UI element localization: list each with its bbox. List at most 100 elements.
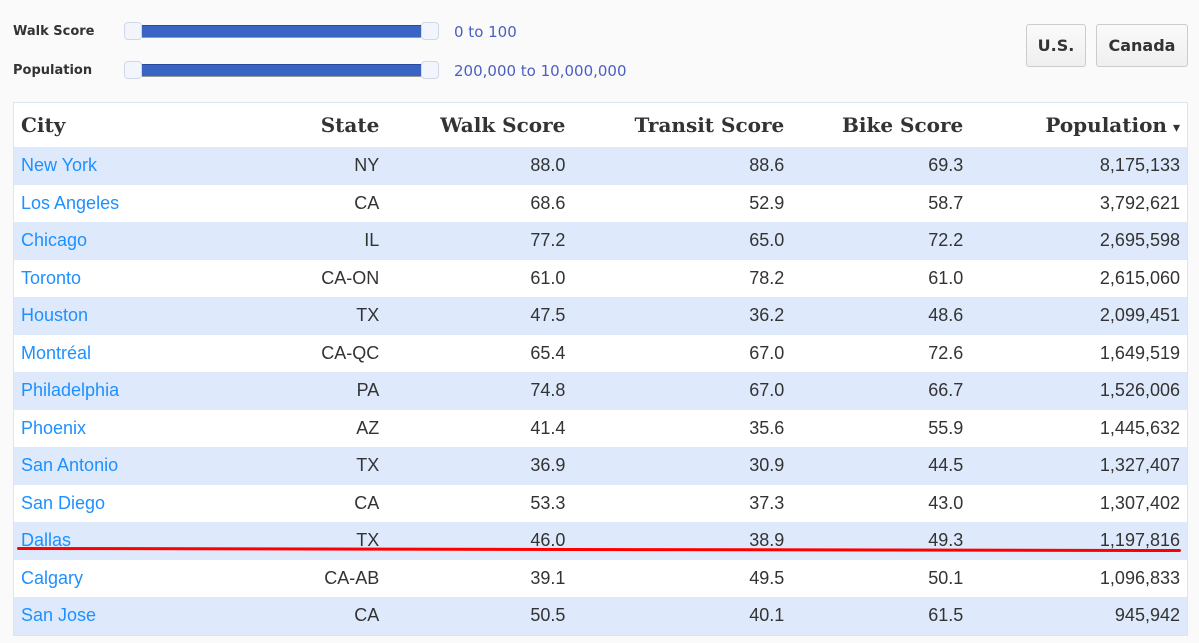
- city-link[interactable]: Philadelphia: [21, 380, 120, 401]
- cell-bike-score: 44.5: [791, 447, 971, 485]
- cell-bike-score: 72.2: [791, 222, 971, 260]
- cell-transit-score: 52.9: [749, 192, 785, 213]
- column-header-transit-score[interactable]: Transit Score: [572, 103, 791, 148]
- walk-score-range-slider[interactable]: [124, 22, 439, 40]
- table-row: Philadelphia PA 74.8 67.0 66.7 1,526,006: [13, 372, 1188, 410]
- cell-transit-score: 88.6: [572, 147, 792, 185]
- cell-city: Montréal: [14, 335, 260, 373]
- cell-transit-score: 30.9: [572, 447, 792, 485]
- column-header-label: State: [320, 113, 380, 137]
- city-link[interactable]: Los Angeles: [21, 192, 120, 213]
- cell-city: San Diego: [14, 485, 260, 523]
- column-header-label: Population: [1045, 113, 1167, 137]
- city-link[interactable]: San Jose: [21, 605, 97, 626]
- cell-transit-score: 65.0: [572, 222, 792, 260]
- city-link[interactable]: Toronto: [21, 267, 82, 288]
- city-link[interactable]: Montréal: [21, 342, 92, 363]
- cell-bike-score: 49.3: [791, 522, 971, 560]
- cell-city: Dallas: [13, 522, 260, 560]
- cell-population: 1,526,006: [970, 372, 1188, 410]
- cell-bike-score: 55.9: [928, 417, 964, 438]
- cell-walk-score: 36.9: [386, 447, 573, 485]
- city-table: City State Walk Score Transit Score Bike Sco…: [13, 102, 1188, 636]
- city-link[interactable]: Calgary: [21, 567, 84, 588]
- slider-min-handle[interactable]: [124, 61, 142, 79]
- cell-transit-score: 40.1: [572, 597, 792, 635]
- cell-transit-score: 67.0: [572, 372, 792, 410]
- cell-city: San Jose: [13, 597, 260, 635]
- cell-city: San Antonio: [13, 447, 260, 485]
- cell-population: 2,615,060: [1099, 267, 1180, 288]
- cell-transit-score: 78.2: [749, 267, 785, 288]
- table-row: Phoenix AZ 41.4 35.6 55.9 1,445,632: [14, 410, 1188, 448]
- city-link[interactable]: Dallas: [21, 530, 72, 551]
- cell-state: PA: [259, 372, 387, 410]
- cell-bike-score: 58.7: [928, 192, 964, 213]
- column-header-label: Walk Score: [440, 113, 566, 137]
- cell-population: 2,695,598: [970, 222, 1188, 260]
- cell-state: IL: [259, 222, 387, 260]
- column-header-state[interactable]: State: [260, 103, 387, 148]
- slider-min-handle[interactable]: [124, 22, 142, 40]
- cell-bike-score: 61.0: [928, 267, 964, 288]
- cell-transit-score: 37.3: [749, 492, 785, 513]
- column-header-label: Bike Score: [842, 113, 964, 137]
- cell-state: NY: [259, 147, 387, 185]
- slider-max-handle[interactable]: [421, 22, 439, 40]
- cell-population: 1,327,407: [970, 447, 1188, 485]
- cell-state: CA-ON: [321, 267, 380, 288]
- cell-walk-score: 77.2: [386, 222, 573, 260]
- column-header-population[interactable]: Population ▾: [970, 103, 1187, 148]
- cell-transit-score: 36.2: [572, 297, 792, 335]
- cell-city: Chicago: [13, 222, 260, 260]
- city-link[interactable]: Phoenix: [21, 417, 87, 438]
- cell-population: 1,445,632: [1099, 417, 1180, 438]
- city-link[interactable]: Houston: [21, 305, 89, 326]
- column-header-city[interactable]: City: [14, 103, 260, 148]
- column-header-label: City: [21, 113, 66, 137]
- cell-state: CA: [354, 192, 380, 213]
- slider-max-handle[interactable]: [421, 61, 439, 79]
- column-header-bike-score[interactable]: Bike Score: [791, 103, 970, 148]
- cell-city: Houston: [13, 297, 260, 335]
- cell-transit-score: 67.0: [749, 342, 785, 363]
- cell-walk-score: 46.0: [386, 522, 573, 560]
- city-link[interactable]: Chicago: [21, 230, 88, 251]
- canada-button[interactable]: Canada: [1096, 24, 1188, 67]
- city-link[interactable]: New York: [21, 155, 98, 176]
- cell-bike-score: 61.5: [791, 597, 971, 635]
- cell-state: TX: [259, 522, 387, 560]
- cell-state: CA: [259, 597, 387, 635]
- cell-city: Los Angeles: [14, 185, 260, 223]
- population-range-slider[interactable]: [124, 61, 439, 79]
- city-link[interactable]: San Diego: [21, 492, 106, 513]
- table-row: Los Angeles CA 68.6 52.9 58.7 3,792,621: [14, 185, 1188, 223]
- cell-transit-score: 49.5: [749, 567, 785, 588]
- cell-bike-score: 43.0: [928, 492, 964, 513]
- cell-state: AZ: [356, 417, 380, 438]
- table-row: San Jose CA 50.5 40.1 61.5 945,942: [13, 597, 1188, 635]
- cell-city: Toronto: [14, 260, 260, 298]
- table-row: Dallas TX 46.0 38.9 49.3 1,197,816: [13, 522, 1188, 560]
- cell-city: New York: [13, 147, 260, 185]
- sort-descending-icon: ▾: [1172, 120, 1180, 136]
- column-header-walk-score[interactable]: Walk Score: [386, 103, 572, 148]
- slider-range-fill: [142, 64, 421, 77]
- us-button[interactable]: U.S.: [1026, 24, 1086, 67]
- cell-state: TX: [259, 447, 387, 485]
- cell-city: Calgary: [14, 560, 260, 598]
- cell-city: Phoenix: [14, 410, 260, 448]
- cell-population: 1,096,833: [1099, 567, 1180, 588]
- cell-state: CA: [354, 492, 380, 513]
- cell-city: Philadelphia: [13, 372, 260, 410]
- population-filter-label: Population: [13, 63, 93, 78]
- table-row: San Diego CA 53.3 37.3 43.0 1,307,402: [14, 485, 1188, 523]
- walk-score-range-value: 0 to 100: [454, 23, 517, 41]
- cell-population: 1,197,816: [970, 522, 1188, 560]
- city-link[interactable]: San Antonio: [21, 455, 119, 476]
- column-header-label: Transit Score: [634, 113, 785, 137]
- cell-bike-score: 50.1: [928, 567, 964, 588]
- cell-walk-score: 88.0: [386, 147, 573, 185]
- cell-walk-score: 68.6: [530, 192, 566, 213]
- cell-state: CA-AB: [324, 567, 380, 588]
